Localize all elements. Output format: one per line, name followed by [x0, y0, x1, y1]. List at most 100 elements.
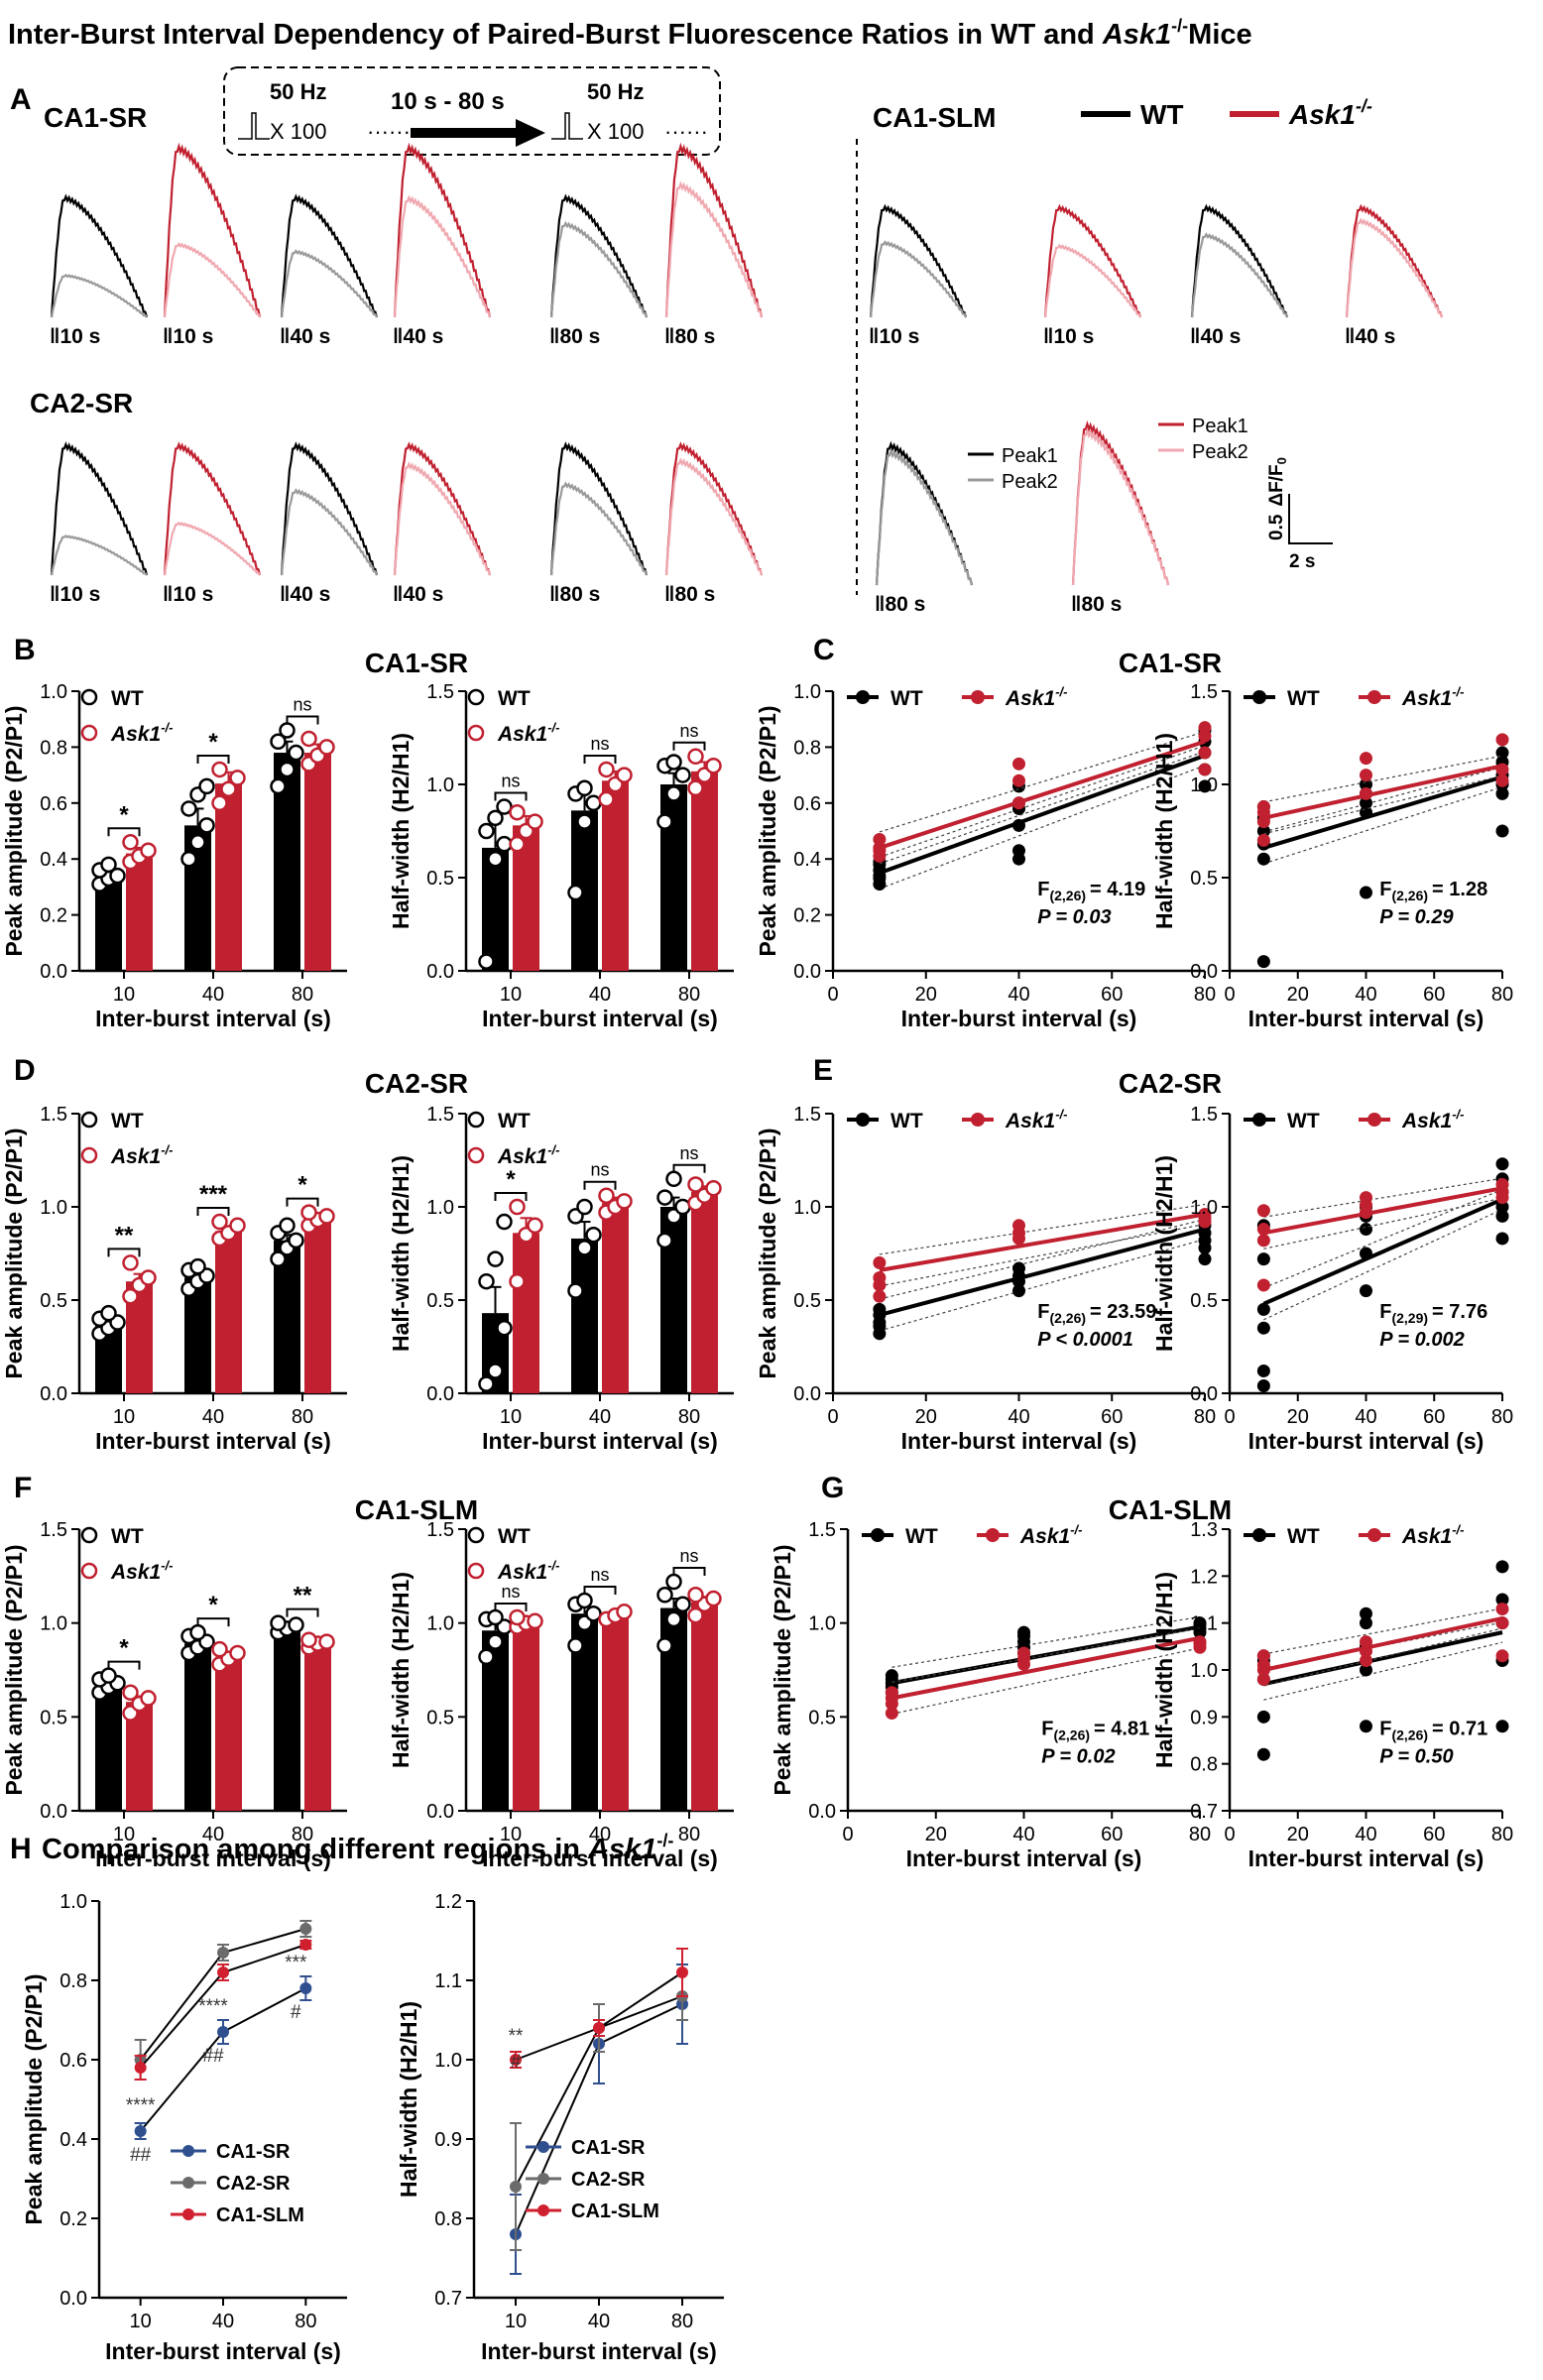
data-point: [1495, 1200, 1509, 1214]
legend-ko-marker: [80, 724, 98, 742]
data-point: [1495, 1602, 1509, 1615]
x-tick-label: 80: [1491, 1406, 1513, 1428]
y-axis-label: Half-width (H2/H1): [388, 1572, 414, 1768]
data-point: [299, 1923, 312, 1935]
x-axis-label: Inter-burst interval (s): [482, 1428, 718, 1454]
sig-annotation: ****: [198, 1996, 228, 2017]
data-point: [211, 794, 228, 812]
x-tick-label: 80: [678, 1406, 700, 1428]
fit-line-WT: [879, 1227, 1206, 1317]
data-point: [478, 822, 495, 840]
trace-ca1sr-5-peak1: [664, 142, 764, 318]
panel-title-B1: CA1-SR: [365, 648, 468, 678]
legend-ko-marker: [467, 724, 485, 742]
data-point: [1360, 1191, 1372, 1205]
x-axis-label: Inter-burst interval (s): [1248, 1845, 1484, 1871]
y-axis-label: Half-width (H2/H1): [388, 1155, 414, 1352]
stat-f: F(2,26) = 4.81: [1041, 1718, 1149, 1742]
x-tick-label: 80: [292, 984, 313, 1006]
legend-ko-label: Ask1-/-: [1401, 1107, 1464, 1132]
data-point: [211, 1213, 228, 1231]
sig-label: *: [208, 729, 218, 756]
legend-wt-marker: [1252, 1113, 1266, 1127]
y-tick-label: 0.0: [808, 1801, 836, 1823]
data-point: [189, 834, 206, 851]
sig-bracket: [196, 754, 230, 764]
trace-ca1sr-5-peak2: [664, 180, 764, 318]
data-point: [122, 1287, 139, 1305]
y-tick-label: 0.5: [793, 1290, 821, 1312]
x-tick-label: 40: [1355, 984, 1376, 1006]
data-point: [509, 1272, 526, 1290]
protocol-freq-2: 50 Hz: [587, 79, 644, 104]
ci-band-upper: [879, 1203, 1206, 1255]
y-tick-label: 1.0: [40, 681, 67, 703]
x-tick-label: 80: [1491, 984, 1513, 1006]
legend-ko-label: Ask1-/-: [1019, 1522, 1082, 1548]
stat-f: F(2,26) = 0.71: [1379, 1718, 1487, 1742]
legend-ko-marker: [80, 1146, 98, 1164]
fit-line-Ask1-/-: [1262, 1615, 1503, 1672]
stat-f: F(2,29) = 7.76: [1379, 1301, 1487, 1326]
legend-ko-label: Ask1-/-: [110, 1142, 173, 1168]
trace-ca2sr-1-peak1: [163, 441, 262, 576]
data-point: [656, 1232, 673, 1250]
data-point: [122, 834, 139, 851]
sig-bracket: [583, 1585, 617, 1595]
protocol-freq-1: 50 Hz: [270, 79, 326, 104]
y-axis-label: Peak amplitude (P2/P1): [1, 705, 27, 956]
trace-ca2sr-0-label: ‖10 s: [50, 583, 100, 606]
panel-letter-D1: D: [14, 1054, 36, 1087]
y-axis-label: Peak amplitude (P2/P1): [755, 1128, 780, 1378]
data-point: [1495, 1593, 1509, 1606]
data-point: [487, 1633, 504, 1650]
stat-f: F(2,26) = 23.59: [1037, 1301, 1156, 1326]
y-tick-label: 0.4: [40, 849, 67, 871]
data-point: [1495, 1720, 1509, 1733]
y-tick-label: 1.2: [434, 1891, 462, 1913]
data-point: [676, 1966, 688, 1978]
x-tick-label: 20: [1287, 1824, 1309, 1845]
ci-band-upper: [891, 1627, 1201, 1683]
sig-bracket: [286, 1197, 319, 1207]
legend-wt-label: WT: [111, 1525, 144, 1548]
legend-wt-marker: [80, 688, 98, 706]
x-tick-label: 10: [500, 984, 522, 1006]
trace-ca1slm-5-label: ‖80 s: [1071, 593, 1122, 616]
legend-wt-marker: [871, 1528, 885, 1542]
x-tick-label: 80: [671, 2311, 693, 2332]
trace-ca1sr-3-peak2: [393, 194, 492, 318]
data-point: [1256, 824, 1270, 838]
data-point: [1256, 1378, 1270, 1392]
y-tick-label: 0.4: [793, 849, 821, 871]
y-tick-label: 0.0: [793, 961, 821, 983]
x-axis-label: Inter-burst interval (s): [1248, 1428, 1484, 1454]
data-point: [229, 1644, 246, 1662]
legend-ko-marker: [467, 1562, 485, 1580]
data-point: [585, 1226, 602, 1244]
data-point: [1495, 1616, 1509, 1630]
panel-title-D1: CA2-SR: [365, 1068, 468, 1099]
ci-band-upper: [891, 1615, 1201, 1668]
data-point: [1495, 1209, 1509, 1223]
legend-ko-label: Ask1-/-: [497, 720, 559, 746]
legend-wt-label: WT: [498, 687, 531, 710]
legend-wt-label: WT: [1287, 687, 1320, 710]
trace-ca2sr-3-peak2: [393, 461, 492, 576]
data-point: [1495, 1649, 1509, 1663]
data-point: [496, 1213, 513, 1231]
data-point: [1495, 1560, 1509, 1574]
panel-title-G1: CA1-SLM: [1109, 1494, 1232, 1525]
stat-p: P = 0.002: [1379, 1329, 1464, 1351]
data-point: [616, 767, 633, 783]
data-point: [510, 2054, 522, 2066]
scale-bar-y-label: 0.5ΔF/F0: [1266, 457, 1289, 540]
data-point: [487, 1608, 504, 1626]
sig-label: ns: [679, 721, 698, 741]
x-axis-label: Inter-burst interval (s): [95, 1428, 331, 1454]
trace-ca2sr-5-label: ‖80 s: [664, 583, 715, 606]
x-tick-label: 40: [212, 2311, 234, 2332]
sig-label: *: [119, 1635, 129, 1662]
protocol-interval: 10 s - 80 s: [391, 88, 505, 115]
x-tick-label: 80: [678, 1824, 700, 1845]
